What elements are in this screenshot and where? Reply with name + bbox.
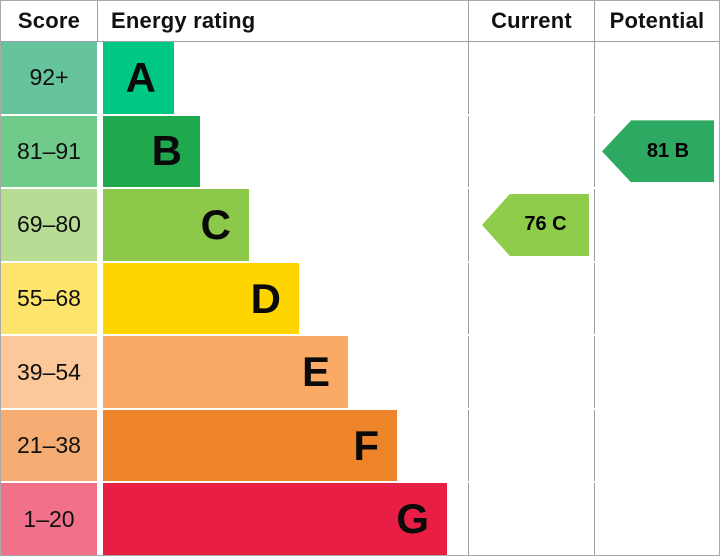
current-rating-arrow: 76 C	[482, 193, 589, 256]
rating-letter: C	[200, 200, 231, 248]
band-row: 39–54 E	[1, 336, 719, 410]
band-row: 1–20 G	[1, 483, 719, 555]
band-row: 92+ A	[1, 42, 719, 116]
current-cell	[468, 115, 594, 188]
rating-letter: G	[396, 495, 429, 543]
rating-bar: E	[103, 336, 348, 408]
current-cell	[468, 336, 594, 408]
rating-letter: F	[353, 421, 379, 469]
rating-marker-label: 76 C	[524, 213, 567, 236]
band-row: 81–91 B 81 B	[1, 115, 719, 190]
header-score: Score	[17, 8, 81, 33]
rating-bar: D	[103, 262, 299, 335]
current-cell: 76 C	[468, 189, 594, 261]
rating-letter: A	[125, 53, 156, 101]
current-cell	[468, 262, 594, 335]
rating-bar-cell: B	[97, 115, 468, 188]
potential-rating-arrow: 81 B	[602, 120, 714, 183]
potential-cell	[594, 483, 719, 555]
header-potential: Potential	[594, 1, 719, 41]
table-header: Score Energy rating Current Potential	[1, 1, 719, 42]
score-range-cell: 92+	[1, 42, 97, 114]
rating-letter: E	[301, 348, 330, 396]
rating-letter: B	[151, 127, 182, 175]
score-range-cell: 69–80	[1, 189, 97, 261]
band-rows: 92+ A 81–91 B 81 B 69–80 C 76 C	[1, 42, 719, 555]
rating-bar: G	[103, 483, 447, 555]
score-range-cell: 21–38	[1, 409, 97, 482]
rating-bar: C	[103, 189, 249, 261]
band-row: 69–80 C 76 C	[1, 189, 719, 263]
band-row: 55–68 D	[1, 262, 719, 337]
score-range-cell: 1–20	[1, 483, 97, 555]
header-current: Current	[468, 1, 594, 41]
rating-bar-cell: F	[97, 409, 468, 482]
potential-cell	[594, 409, 719, 482]
rating-bar: F	[103, 409, 397, 482]
rating-bar-cell: C	[97, 189, 468, 261]
band-row: 21–38 F	[1, 409, 719, 484]
potential-cell	[594, 336, 719, 408]
current-cell	[468, 409, 594, 482]
potential-cell	[594, 42, 719, 114]
rating-bar-cell: D	[97, 262, 468, 335]
header-energy-rating: Energy rating	[97, 1, 468, 41]
current-cell	[468, 42, 594, 114]
rating-bar-cell: G	[97, 483, 468, 555]
rating-bar-cell: A	[97, 42, 468, 114]
score-range-cell: 55–68	[1, 262, 97, 335]
rating-marker-label: 81 B	[646, 139, 690, 162]
potential-cell	[594, 189, 719, 261]
rating-bar: B	[103, 115, 200, 188]
potential-cell: 81 B	[594, 115, 719, 188]
score-range-cell: 81–91	[1, 115, 97, 188]
potential-cell	[594, 262, 719, 335]
rating-bar-cell: E	[97, 336, 468, 408]
current-cell	[468, 483, 594, 555]
rating-bar: A	[103, 42, 174, 114]
score-range-cell: 39–54	[1, 336, 97, 408]
rating-letter: D	[250, 274, 281, 322]
